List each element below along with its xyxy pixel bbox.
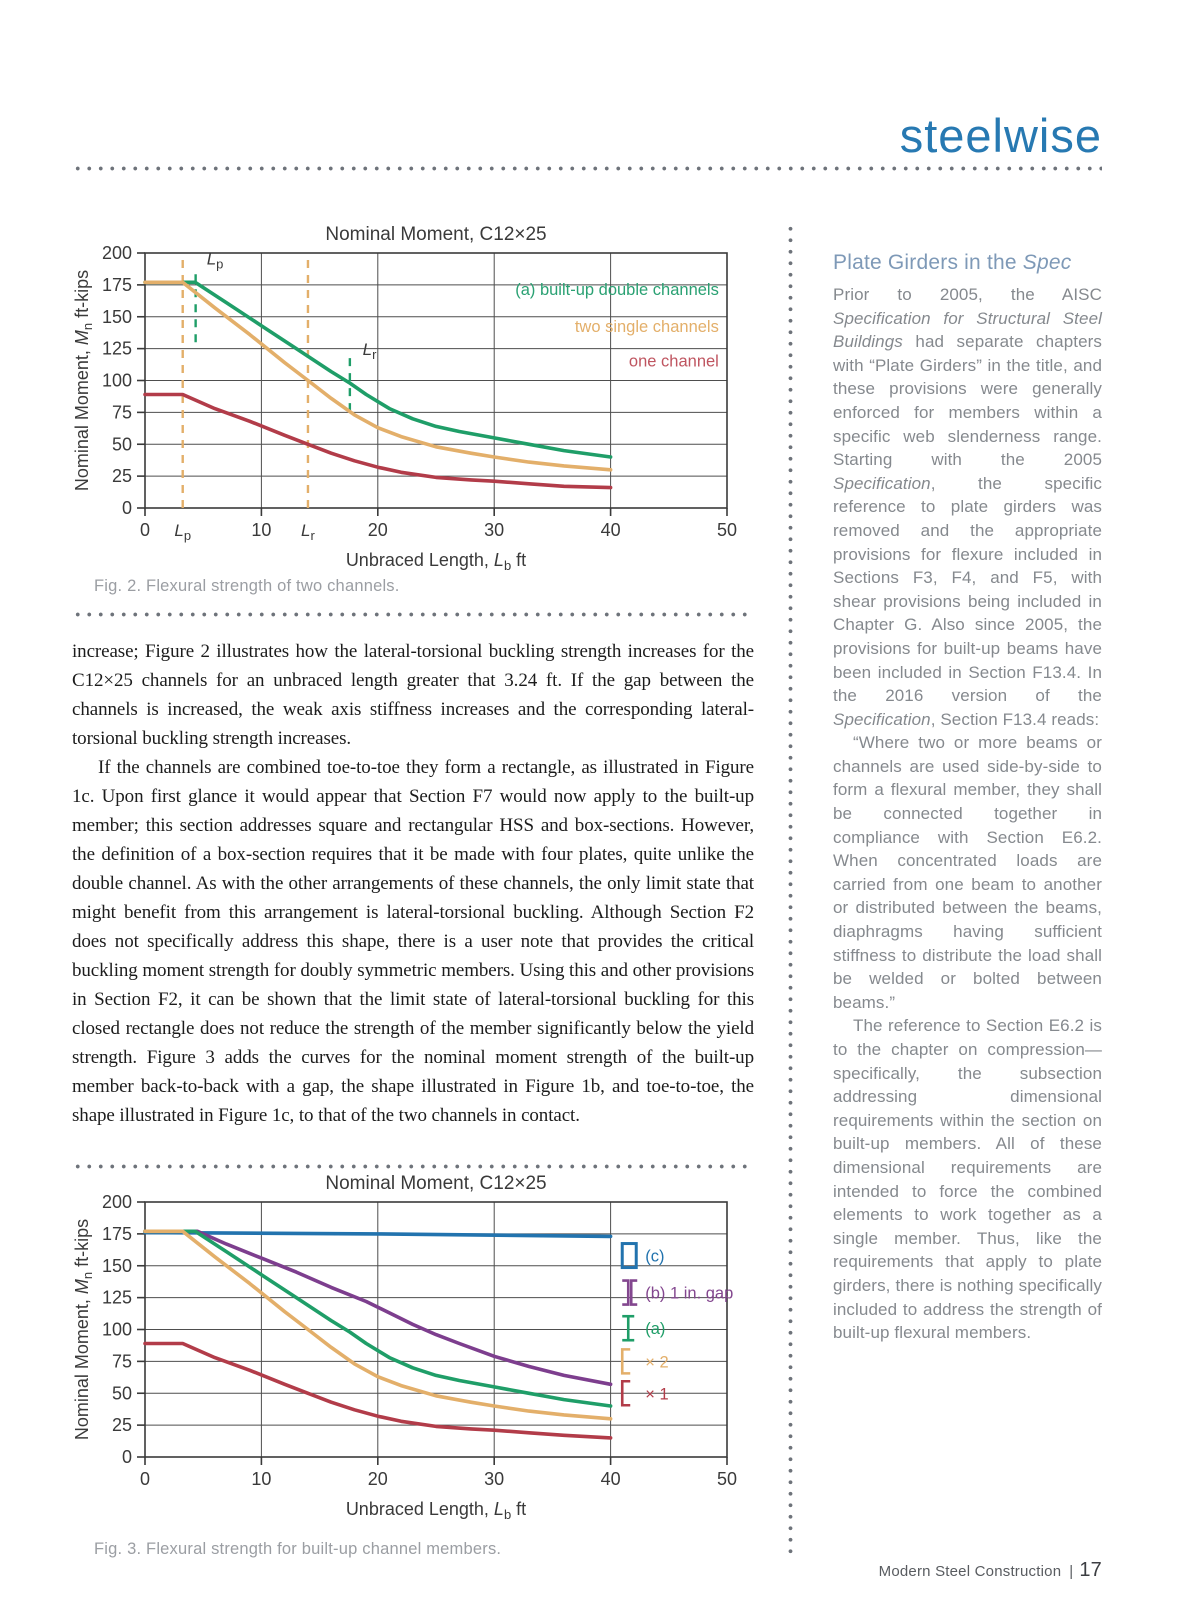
svg-text:30: 30	[484, 1469, 504, 1489]
svg-text:30: 30	[484, 520, 504, 540]
header-dotted-rule	[72, 166, 1102, 171]
svg-text:(a) built-up double channels: (a) built-up double channels	[515, 281, 719, 299]
svg-text:Unbraced Length, Lb ft: Unbraced Length, Lb ft	[346, 550, 526, 573]
svg-text:50: 50	[112, 434, 132, 454]
page-number: 17	[1079, 1559, 1102, 1581]
svg-text:(b) 1 in. gap: (b) 1 in. gap	[645, 1285, 733, 1303]
svg-text:40: 40	[601, 520, 621, 540]
svg-text:× 2: × 2	[645, 1353, 668, 1371]
svg-text:50: 50	[717, 1469, 737, 1489]
svg-text:100: 100	[102, 1320, 132, 1340]
svg-text:25: 25	[112, 1415, 132, 1435]
sidebar: Plate Girders in the Spec Prior to 2005,…	[833, 223, 1102, 1559]
svg-text:200: 200	[102, 1192, 132, 1212]
svg-text:10: 10	[251, 1469, 271, 1489]
svg-text:50: 50	[717, 520, 737, 540]
sidebar-heading: Plate Girders in the Spec	[833, 251, 1072, 274]
sidebar-paragraph-3: The reference to Section E6.2 is to the …	[833, 1016, 1102, 1343]
svg-text:two single channels: two single channels	[575, 318, 719, 336]
svg-text:Unbraced Length, Lb ft: Unbraced Length, Lb ft	[346, 1499, 526, 1522]
publication-name: Modern Steel Construction	[878, 1563, 1062, 1580]
svg-text:75: 75	[112, 402, 132, 422]
svg-text:150: 150	[102, 307, 132, 327]
content-columns: Nominal Moment, C12×25 0 25 50 75 100 125 150 17…	[72, 223, 1102, 1559]
svg-text:100: 100	[102, 371, 132, 391]
footer-separator: |	[1069, 1563, 1074, 1580]
svg-text:Nominal Moment, Mn ft-kips: Nominal Moment, Mn ft-kips	[72, 270, 95, 491]
article-body: increase; Figure 2 illustrates how the l…	[72, 637, 754, 1130]
svg-text:150: 150	[102, 1256, 132, 1276]
svg-text:40: 40	[601, 1469, 621, 1489]
figure-3-chart: Nominal Moment, C12×25025507510012515017…	[72, 1173, 737, 1522]
body-paragraph-1: increase; Figure 2 illustrates how the l…	[72, 641, 754, 749]
svg-text:10: 10	[251, 520, 271, 540]
svg-text:Lp: Lp	[174, 521, 191, 543]
svg-text:(c): (c)	[645, 1248, 664, 1266]
svg-text:Nominal Moment, Mn ft-kips: Nominal Moment, Mn ft-kips	[72, 1219, 95, 1440]
svg-text:Lr: Lr	[363, 340, 377, 362]
svg-text:20: 20	[368, 520, 388, 540]
figure-2-chart: Nominal Moment, C12×25025507510012515017…	[72, 224, 737, 573]
svg-text:× 1: × 1	[645, 1385, 668, 1403]
svg-text:0: 0	[122, 498, 132, 518]
figure-2-caption: Fig. 2. Flexural strength of two channel…	[94, 577, 400, 595]
svg-text:200: 200	[102, 243, 132, 263]
body-paragraph-2: If the channels are combined toe-to-toe …	[72, 757, 754, 1126]
figure-2: Nominal Moment, C12×25 0 25 50 75 100 125 150 17…	[72, 223, 754, 596]
svg-text:125: 125	[102, 1288, 132, 1308]
section-dotted-rule-bottom	[72, 1164, 754, 1169]
page-footer: Modern Steel Construction | 17	[72, 1559, 1102, 1596]
svg-text:175: 175	[102, 275, 132, 295]
figure-3: Nominal Moment, C12×25 0 25 50 75 100 125 150 17…	[72, 1172, 754, 1559]
svg-text:20: 20	[368, 1469, 388, 1489]
svg-text:Nominal Moment, C12×25: Nominal Moment, C12×25	[325, 1173, 546, 1194]
main-column: Nominal Moment, C12×25 0 25 50 75 100 125 150 17…	[72, 223, 754, 1559]
svg-text:Lr: Lr	[301, 521, 315, 543]
vertical-dotted-divider	[788, 223, 793, 1559]
steelwise-wordmark: steelwise	[899, 109, 1102, 162]
svg-text:0: 0	[122, 1447, 132, 1467]
svg-text:one channel: one channel	[629, 352, 719, 370]
svg-text:(a): (a)	[645, 1320, 665, 1338]
svg-text:0: 0	[140, 520, 150, 540]
svg-text:25: 25	[112, 466, 132, 486]
svg-text:Nominal Moment, C12×25: Nominal Moment, C12×25	[325, 224, 546, 245]
masthead: steelwise	[72, 0, 1102, 171]
svg-text:50: 50	[112, 1383, 132, 1403]
svg-text:0: 0	[140, 1469, 150, 1489]
svg-text:Lp: Lp	[207, 249, 224, 271]
section-dotted-rule-top	[72, 612, 754, 617]
svg-text:125: 125	[102, 339, 132, 359]
sidebar-paragraph-1: Prior to 2005, the AISC Specification fo…	[833, 285, 1102, 729]
svg-text:175: 175	[102, 1224, 132, 1244]
sidebar-paragraph-2: “Where two or more beams or channels are…	[833, 733, 1102, 1012]
figure-3-caption: Fig. 3. Flexural strength for built-up c…	[94, 1540, 502, 1558]
svg-text:75: 75	[112, 1351, 132, 1371]
